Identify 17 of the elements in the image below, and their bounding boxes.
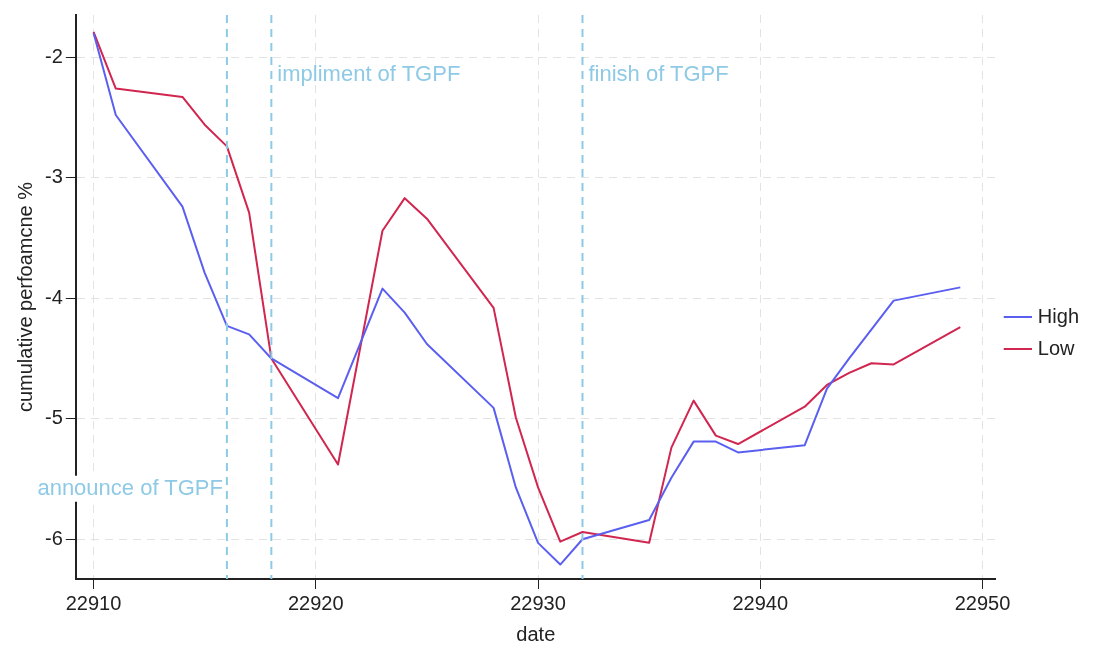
x-axis-title: date	[516, 622, 556, 645]
x-tick-label: 22930	[510, 591, 566, 614]
legend-label: High	[1037, 304, 1080, 327]
legend-label: Low	[1037, 336, 1076, 359]
ref-line-label: impliment of TGPF	[277, 61, 461, 87]
ref-line-label: announce of TGPF	[37, 474, 223, 500]
x-tick-label: 22940	[732, 591, 789, 614]
y-tick-label: -6	[44, 526, 63, 549]
x-tick-label: 22950	[954, 591, 1011, 614]
y-axis-title: cumulative perfoamcne %	[13, 181, 36, 413]
y-tick-label: -5	[44, 406, 63, 429]
y-tick-label: -3	[44, 165, 63, 188]
y-tick-label: -4	[44, 285, 63, 308]
x-tick-label: 22910	[65, 591, 122, 614]
y-tick-label: -2	[44, 44, 63, 67]
ref-line-label: finish of TGPF	[588, 61, 729, 87]
x-tick-label: 22920	[287, 591, 344, 614]
